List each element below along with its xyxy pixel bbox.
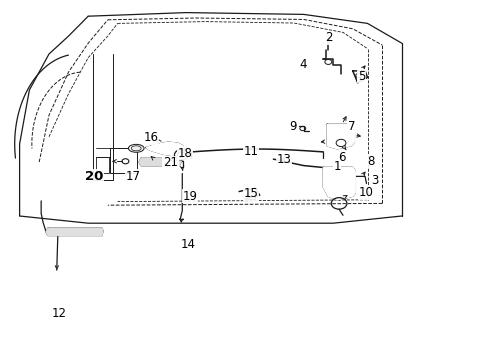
- Text: 9: 9: [289, 120, 297, 133]
- Text: 14: 14: [181, 238, 196, 251]
- Circle shape: [174, 150, 188, 160]
- Text: 12: 12: [51, 307, 66, 320]
- Text: 8: 8: [368, 155, 375, 168]
- Text: 11: 11: [244, 145, 258, 158]
- Bar: [96, 157, 109, 173]
- Text: 3: 3: [371, 174, 379, 187]
- Polygon shape: [46, 228, 103, 235]
- Text: 2: 2: [325, 31, 333, 44]
- Text: 6: 6: [338, 151, 346, 164]
- Polygon shape: [139, 158, 181, 166]
- Polygon shape: [146, 142, 184, 156]
- Text: 21: 21: [163, 156, 178, 169]
- Polygon shape: [323, 167, 355, 200]
- Text: 18: 18: [178, 147, 193, 159]
- Text: 20: 20: [85, 170, 103, 183]
- Text: 1: 1: [333, 160, 341, 173]
- Text: 15: 15: [244, 187, 258, 200]
- Text: 10: 10: [359, 186, 374, 199]
- Polygon shape: [327, 124, 354, 149]
- Text: 5: 5: [358, 70, 366, 83]
- Text: 16: 16: [144, 131, 158, 144]
- Ellipse shape: [128, 144, 144, 152]
- Text: 4: 4: [299, 58, 307, 71]
- Text: 13: 13: [277, 153, 292, 166]
- Text: 7: 7: [348, 120, 356, 133]
- Text: 17: 17: [126, 170, 141, 183]
- Text: 19: 19: [183, 190, 197, 203]
- Bar: [110, 148, 137, 173]
